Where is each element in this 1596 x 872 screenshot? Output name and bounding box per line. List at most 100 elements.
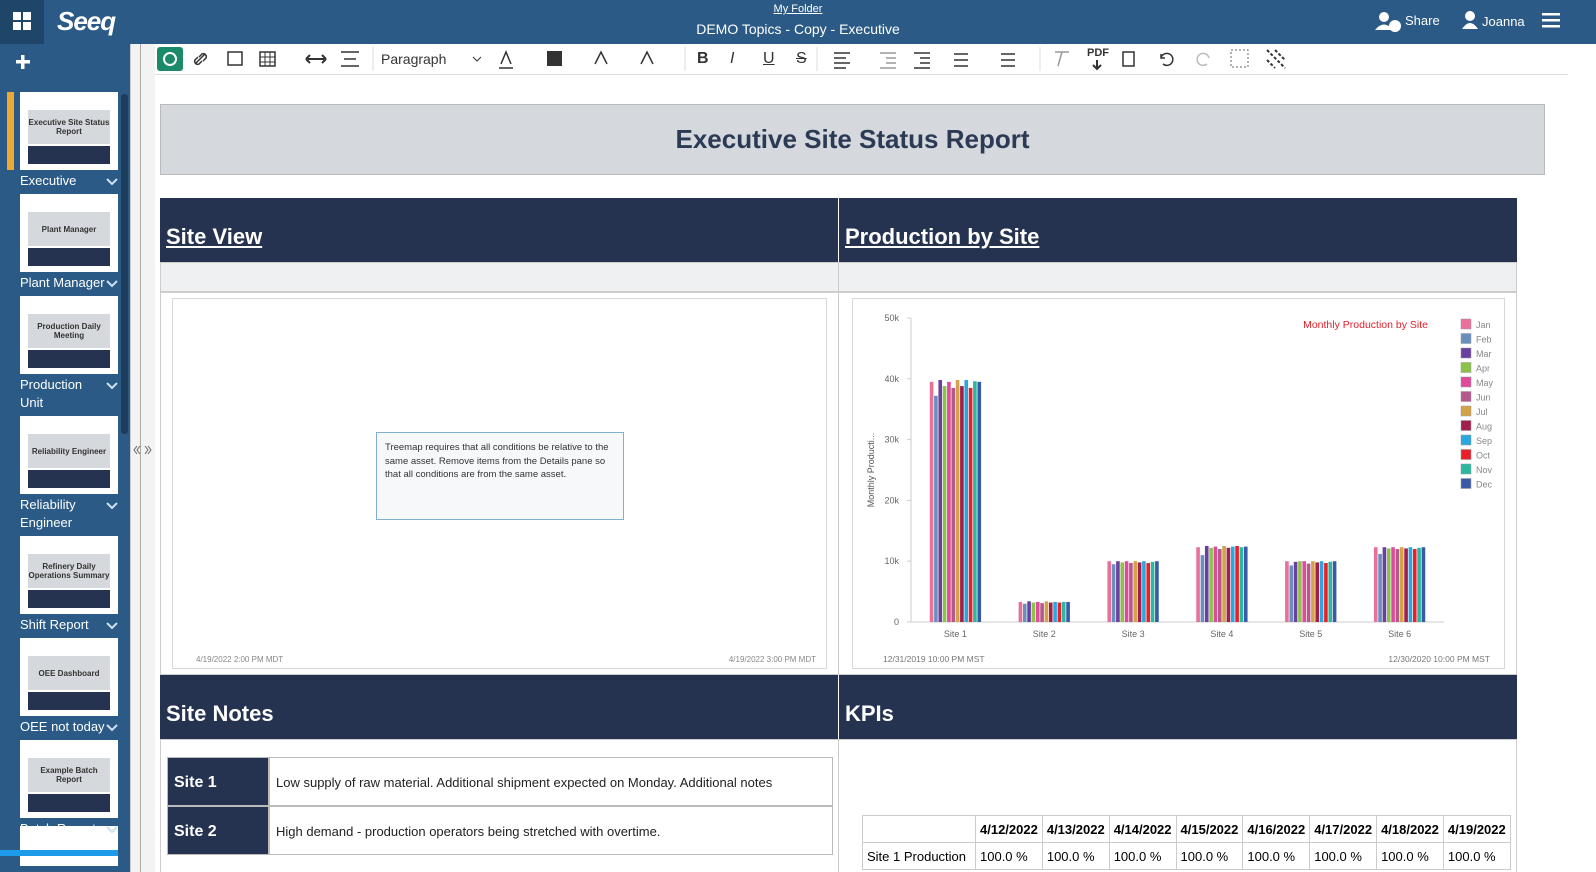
bar	[1107, 561, 1112, 622]
page-menu[interactable]	[106, 826, 118, 834]
thumbnail-band	[28, 146, 110, 164]
bar	[1412, 549, 1417, 622]
report-title: Executive Site Status Report	[160, 104, 1545, 175]
bar	[938, 380, 943, 622]
page-label[interactable]: Reliability Engineer	[20, 497, 76, 530]
page-thumbnail[interactable]: Production Daily Meeting	[20, 296, 118, 374]
selected-marker	[7, 92, 14, 170]
format-button[interactable]: B	[697, 50, 709, 67]
logo[interactable]: Seeq	[57, 6, 116, 36]
kpi-cell: 100.0 %	[1442, 842, 1511, 870]
section-header: Production by Site	[839, 198, 1517, 262]
align-icon[interactable]	[834, 52, 850, 69]
font-size-icon[interactable]	[594, 50, 608, 65]
page-thumbnail[interactable]: Example Batch Report	[20, 740, 118, 818]
folder-link-text[interactable]: My Folder	[773, 3, 823, 15]
collapse-toggle[interactable]	[132, 444, 154, 456]
y-tick-label: 20k	[884, 495, 899, 505]
page-label[interactable]: Shift Report	[20, 617, 89, 632]
bar	[1048, 602, 1053, 622]
undo-icon[interactable]	[1160, 52, 1174, 67]
progress-bar	[0, 850, 118, 856]
page-thumbnail[interactable]: Plant Manager	[20, 194, 118, 272]
highlight-icon[interactable]	[547, 51, 562, 66]
bullet-list-icon[interactable]	[1001, 53, 1015, 67]
page-label[interactable]: Production Unit	[20, 377, 83, 410]
copy-icon[interactable]	[1122, 51, 1135, 67]
user-icon[interactable]	[1462, 10, 1478, 30]
share-button[interactable]: Share	[1405, 13, 1440, 28]
page-menu[interactable]	[106, 502, 118, 510]
page-menu[interactable]	[106, 280, 118, 288]
format-button[interactable]: I	[730, 50, 735, 67]
indent-icon[interactable]	[914, 52, 930, 69]
bar	[1129, 563, 1133, 622]
bar	[1417, 547, 1421, 622]
page-thumbnail[interactable]: Executive Site Status Report	[20, 92, 118, 170]
add-page[interactable]	[15, 54, 31, 70]
paragraph-dropdown[interactable]	[472, 56, 482, 62]
page-menu[interactable]	[106, 382, 118, 390]
image-icon[interactable]	[227, 51, 243, 66]
bar-chart[interactable]: 0 10k 20k 30k 40k 50k Monthly Producti... Month…	[852, 298, 1505, 669]
x-tick-label: Site 6	[1388, 629, 1411, 639]
kpi-cell: 100.0 %	[1309, 842, 1378, 870]
bar	[1213, 546, 1218, 622]
seeq-insert-icon	[163, 52, 177, 66]
link-icon[interactable]	[193, 52, 208, 66]
page-label[interactable]: Plant Manager	[20, 275, 105, 290]
width-icon[interactable]	[305, 54, 327, 64]
section-title[interactable]: Site View	[166, 224, 263, 249]
kpi-date: 4/15/2022	[1175, 815, 1244, 843]
legend-label: May	[1476, 378, 1494, 388]
section-title: Site Notes	[166, 701, 274, 726]
apps-button[interactable]	[0, 0, 44, 44]
line-height-icon[interactable]	[640, 50, 654, 65]
folder-link[interactable]: My Folder	[0, 3, 1596, 15]
y-tick-label: 30k	[884, 435, 899, 445]
format-button[interactable]: U	[763, 50, 775, 67]
legend-label: Oct	[1476, 451, 1491, 461]
treemap-panel[interactable]: Treemap requires that all conditions be …	[172, 298, 827, 669]
pattern-icon[interactable]	[1266, 49, 1286, 69]
page-menu[interactable]	[106, 178, 118, 186]
page-label[interactable]: Batch Report	[20, 821, 96, 836]
page-thumbnail[interactable]: OEE Dashboard	[20, 638, 118, 716]
pdf-button[interactable]: PDF	[1087, 47, 1109, 59]
pdf-icon[interactable]	[1092, 60, 1102, 71]
clear-format-icon[interactable]	[1055, 51, 1069, 67]
kpi-date: 4/14/2022	[1108, 815, 1177, 843]
kpi-corner	[862, 815, 976, 843]
kpi-cell: 100.0 %	[1376, 842, 1444, 870]
cell-divider	[838, 262, 839, 675]
paragraph-style[interactable]: Paragraph	[381, 51, 447, 67]
user-menu[interactable]: Joanna	[1482, 14, 1525, 29]
bar	[1226, 547, 1231, 622]
page-break-icon[interactable]	[341, 51, 359, 67]
chevron	[106, 724, 118, 732]
x-tick-label: Site 5	[1299, 629, 1322, 639]
redo-icon[interactable]	[1196, 52, 1210, 67]
numbered-list-icon[interactable]	[954, 53, 968, 67]
document: Executive Site Status Report Site View P…	[155, 75, 1556, 872]
outdent-icon[interactable]	[880, 52, 896, 69]
seeq-insert[interactable]	[157, 47, 183, 71]
font-color-icon[interactable]	[499, 50, 513, 69]
page-thumbnail[interactable]: Refinery Daily Operations Summary	[20, 536, 118, 614]
page-menu[interactable]	[106, 724, 118, 732]
page-thumbnail[interactable]: Reliability Engineer	[20, 416, 118, 494]
scrollbar[interactable]	[121, 94, 128, 434]
page-thumbnail[interactable]	[20, 826, 118, 866]
thumbnail-band	[28, 590, 110, 608]
page-label[interactable]: Executive	[20, 173, 77, 188]
page-label[interactable]: OEE not today	[20, 719, 105, 734]
format-button[interactable]: S	[796, 50, 807, 67]
hamburger-menu[interactable]	[1542, 12, 1560, 28]
section-title[interactable]: Production by Site	[845, 224, 1040, 249]
editor-toolbar: Paragraph B I U S PDF	[155, 44, 1568, 75]
page-menu[interactable]	[106, 622, 118, 630]
bar	[1293, 561, 1298, 622]
select-all-icon[interactable]	[1230, 49, 1249, 68]
table-icon[interactable]	[259, 51, 276, 67]
share-icon[interactable]	[1374, 10, 1402, 34]
